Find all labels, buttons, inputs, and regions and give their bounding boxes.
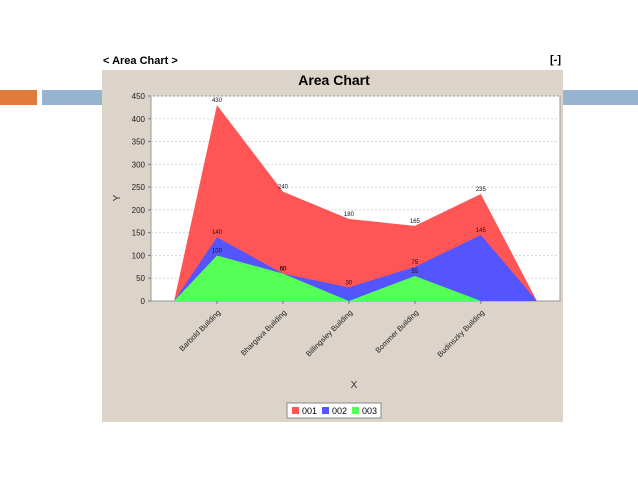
x-axis-title: X: [351, 380, 358, 391]
x-tick-label: Billingsley Building: [304, 308, 354, 358]
chart-title: Area Chart: [298, 72, 370, 88]
data-label-001: 240: [278, 185, 289, 191]
area-series-003: [174, 255, 537, 301]
data-label-003: 60: [280, 267, 287, 273]
data-label-002: 140: [212, 230, 223, 236]
panel-header: < Area Chart > [-]: [102, 53, 563, 70]
legend-label-003: 003: [362, 406, 377, 416]
y-tick-label: 300: [132, 160, 146, 169]
x-tick-label: Budinszky Building: [435, 308, 486, 359]
x-tick-label: Bhargava Building: [239, 308, 288, 357]
y-tick-label: 450: [132, 92, 146, 101]
legend-label-001: 001: [302, 406, 317, 416]
area-chart: Area Chart 430 240 180 165 235 140 60 30 75 145 10…: [112, 72, 561, 419]
x-axis: Barbold Building Bhargava Building Billing…: [177, 301, 486, 359]
y-tick-label: 400: [132, 115, 146, 124]
data-label-001: 180: [344, 212, 355, 218]
data-label-001: 430: [212, 98, 223, 104]
data-label-001: 235: [476, 187, 487, 193]
y-tick-label: 50: [136, 274, 145, 283]
y-axis-title: Y: [112, 194, 123, 201]
panel-title: < Area Chart >: [103, 55, 178, 67]
legend-box: [286, 402, 382, 419]
accent-bar-orange: [0, 90, 37, 105]
y-tick-label: 200: [132, 206, 146, 215]
y-tick-label: 250: [132, 183, 146, 192]
data-label-002: 60: [280, 267, 287, 273]
legend: 001 002 003: [286, 402, 382, 419]
y-tick-label: 150: [132, 229, 146, 238]
data-label-001: 165: [410, 219, 421, 225]
y-tick-label: 350: [132, 138, 146, 147]
data-label-003: 55: [412, 269, 419, 275]
x-tick-label: Bommer Building: [374, 308, 421, 355]
data-label-002: 30: [346, 280, 353, 286]
data-label-003: 100: [212, 248, 223, 254]
legend-swatch-002: [322, 407, 329, 414]
data-label-002: 145: [476, 228, 487, 234]
legend-swatch-001: [292, 407, 299, 414]
legend-swatch-003: [352, 407, 359, 414]
accent-bar-blue-left: [42, 90, 102, 105]
chart-frame: Area Chart 430 240 180 165 235 140 60 30 75 145 10…: [102, 70, 563, 422]
area-series: [174, 105, 537, 301]
y-axis: 0 50 100 150 200 250 300 350 400 450: [132, 92, 151, 306]
y-tick-label: 100: [132, 251, 146, 260]
x-tick-label: Barbold Building: [177, 308, 222, 353]
legend-label-002: 002: [332, 406, 347, 416]
y-tick-label: 0: [141, 297, 146, 306]
collapse-toggle-button[interactable]: [-]: [550, 54, 561, 66]
accent-bar-blue-right: [563, 90, 638, 105]
data-label-002: 75: [412, 260, 419, 266]
